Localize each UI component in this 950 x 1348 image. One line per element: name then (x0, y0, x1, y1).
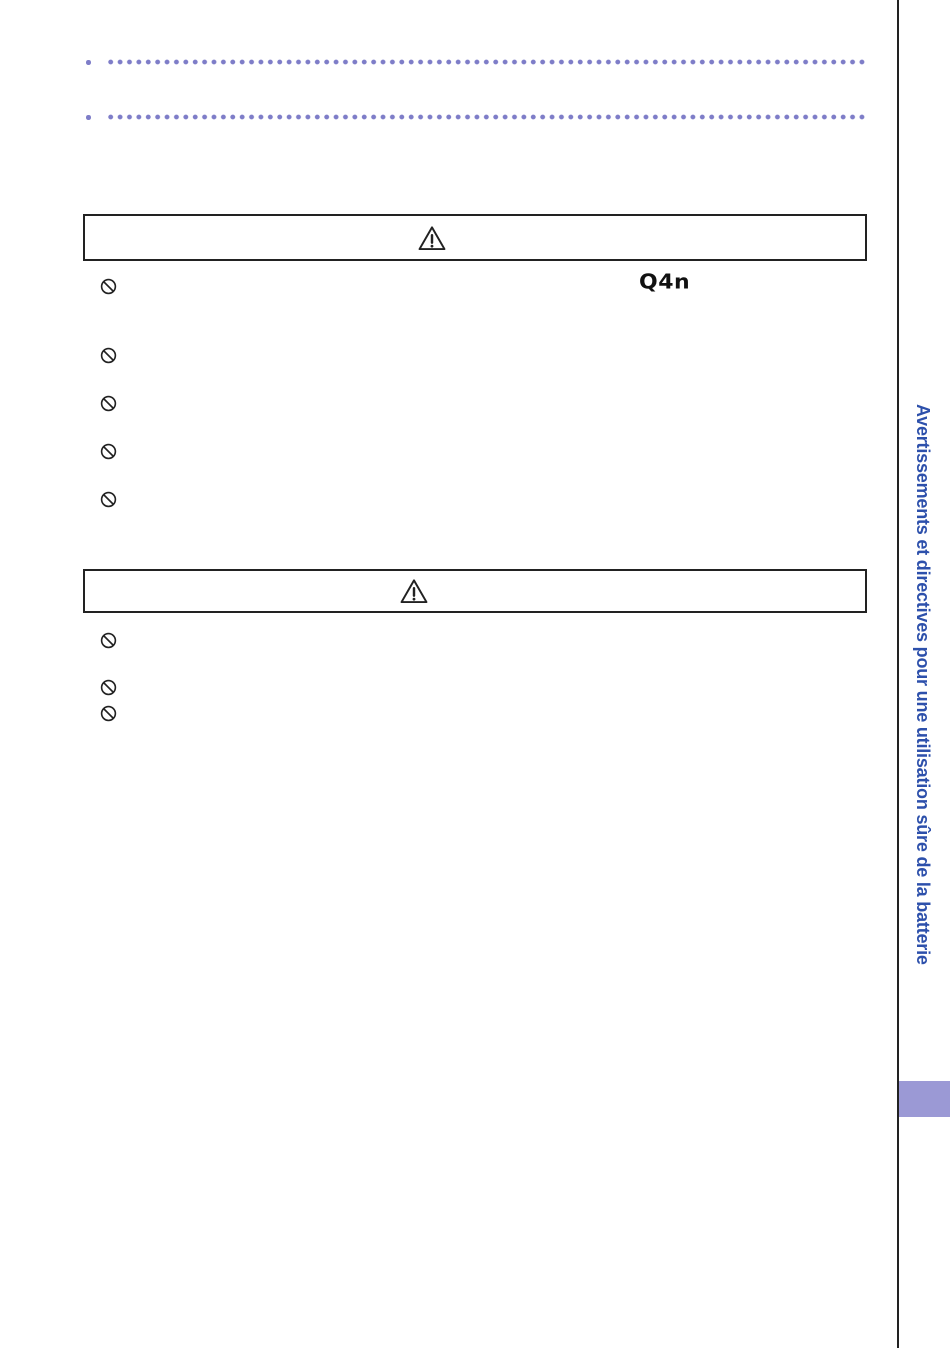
bullet-dot (86, 115, 91, 120)
prohibition-icon (100, 278, 117, 295)
prohibition-icon (100, 632, 117, 649)
dotted-separator (86, 114, 866, 120)
prohibition-icon (100, 679, 117, 696)
dotted-rule (106, 59, 866, 65)
dotted-separator (86, 59, 866, 65)
sidebar-tab-marker (899, 1081, 950, 1117)
prohibition-icon (100, 491, 117, 508)
sidebar-rule (897, 0, 899, 1348)
prohibition-icon (100, 347, 117, 364)
caution-box (83, 569, 867, 613)
product-logo: Q4n (639, 271, 691, 295)
prohibition-icon (100, 705, 117, 722)
dotted-rule (106, 114, 866, 120)
bullet-dot (86, 60, 91, 65)
warning-box (83, 214, 867, 261)
warning-triangle-icon (417, 224, 447, 252)
sidebar-section-title: Avertissements et directives pour une ut… (913, 404, 933, 965)
warning-triangle-icon (399, 577, 429, 605)
prohibition-icon (100, 395, 117, 412)
prohibition-icon (100, 443, 117, 460)
